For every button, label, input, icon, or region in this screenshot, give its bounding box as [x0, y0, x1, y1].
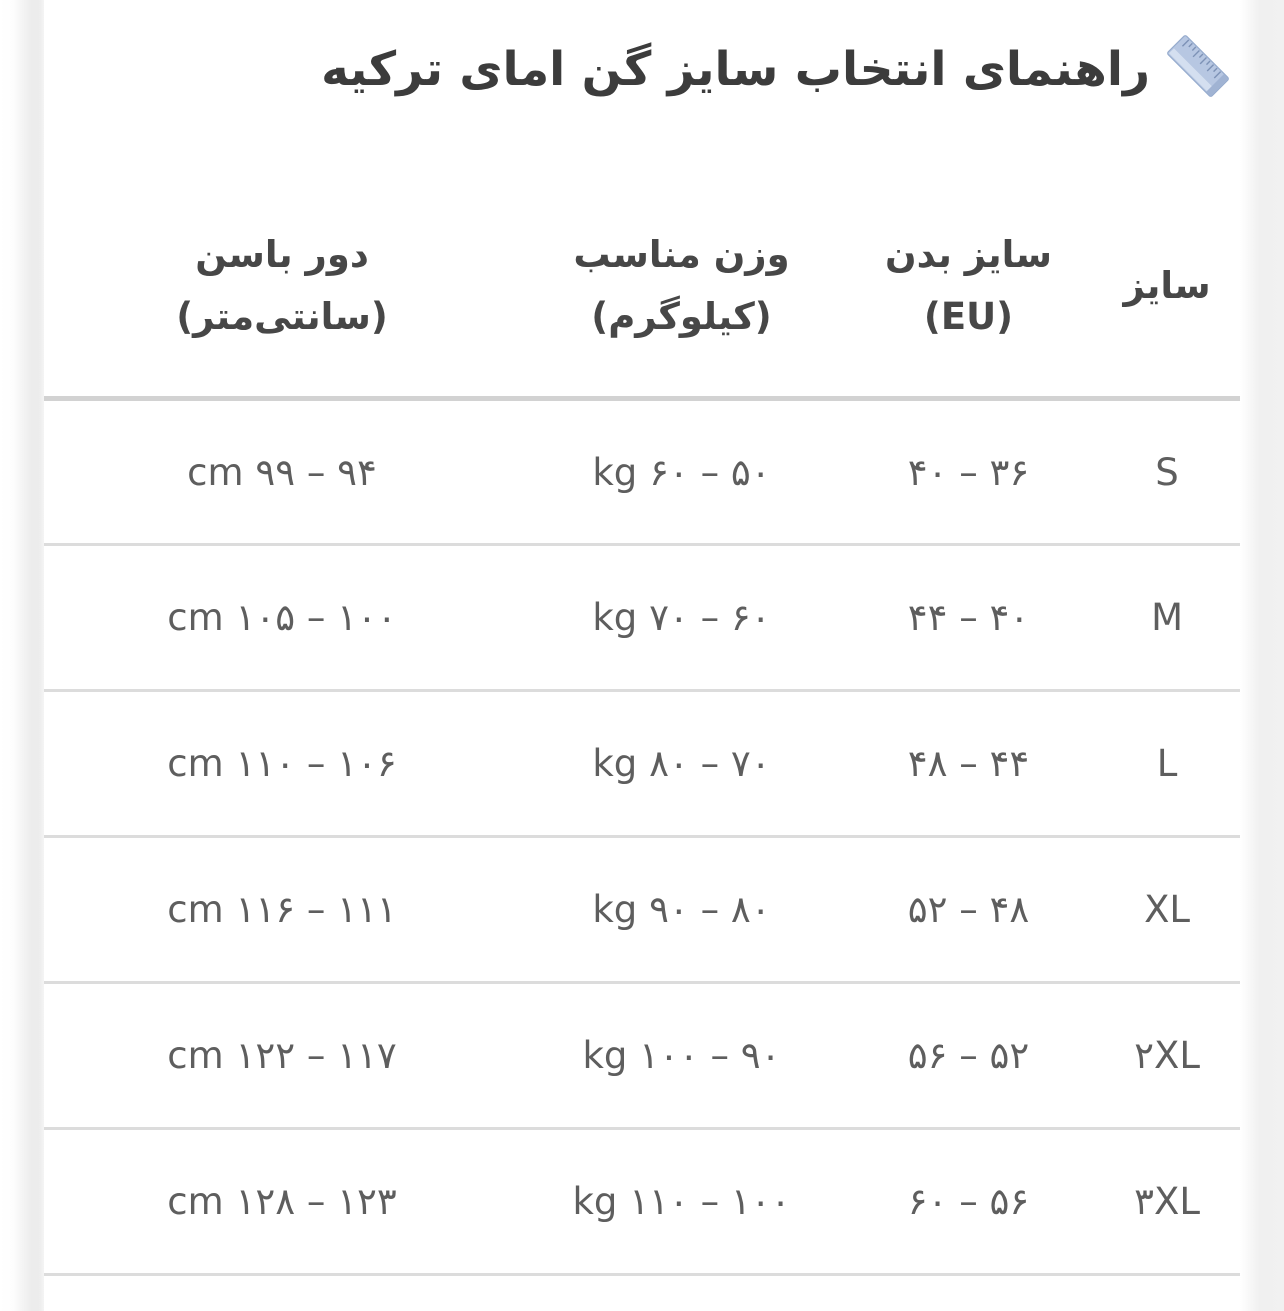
table-row: L ۴۴ – ۴۸ ۷۰ – ۸۰ kg ۱۰۶ – ۱۱۰ cm — [44, 690, 1240, 838]
size-cell: S — [1094, 398, 1240, 546]
size-cell: M — [1094, 544, 1240, 692]
hip-cell: ۱۰۶ – ۱۱۰ cm — [44, 690, 521, 838]
right-page-margin — [1240, 0, 1284, 1311]
eu-cell: ۴۴ – ۴۸ — [842, 690, 1095, 838]
table-row: ۲XL ۵۲ – ۵۶ ۹۰ – ۱۰۰ kg ۱۱۷ – ۱۲۲ cm — [44, 982, 1240, 1130]
size-cell: XL — [1094, 836, 1240, 984]
size-cell: L — [1094, 690, 1240, 838]
header-weight-label: وزن مناسب — [573, 233, 790, 276]
hip-cell: ۱۱۷ – ۱۲۲ cm — [44, 982, 521, 1130]
ruler-icon — [1166, 34, 1230, 98]
size-guide-card: راهنمای انتخاب سایز گن امای ترکیه سایز س… — [44, 0, 1240, 1311]
weight-cell: ۸۰ – ۹۰ kg — [520, 836, 843, 984]
size-cell: ۳XL — [1094, 1128, 1240, 1276]
header-weight-unit: (کیلوگرم) — [591, 295, 772, 338]
column-header-weight: وزن مناسب (کیلوگرم) — [520, 162, 843, 401]
hip-cell: ۱۰۰ – ۱۰۵ cm — [44, 544, 521, 692]
weight-cell: ۷۰ – ۸۰ kg — [520, 690, 843, 838]
table-row: S ۳۶ – ۴۰ ۵۰ – ۶۰ kg ۹۴ – ۹۹ cm — [44, 398, 1240, 546]
size-guide-table: سایز سایز بدن (EU) وزن مناسب (کیلوگرم) د… — [44, 162, 1240, 1276]
header-size-label: سایز — [1123, 264, 1211, 307]
header-hip-label: دور باسن — [195, 233, 369, 276]
eu-cell: ۴۸ – ۵۲ — [842, 836, 1095, 984]
table-row: XL ۴۸ – ۵۲ ۸۰ – ۹۰ kg ۱۱۱ – ۱۱۶ cm — [44, 836, 1240, 984]
size-guide-title-row: راهنمای انتخاب سایز گن امای ترکیه — [44, 35, 1230, 102]
page-title: راهنمای انتخاب سایز گن امای ترکیه — [321, 42, 1150, 98]
eu-cell: ۳۶ – ۴۰ — [842, 398, 1095, 546]
column-header-body-size-eu: سایز بدن (EU) — [842, 162, 1095, 401]
hip-cell: ۱۲۳ – ۱۲۸ cm — [44, 1128, 521, 1276]
header-hip-unit: (سانتی‌متر) — [176, 295, 388, 338]
weight-cell: ۱۰۰ – ۱۱۰ kg — [520, 1128, 843, 1276]
weight-cell: ۵۰ – ۶۰ kg — [520, 398, 843, 546]
column-header-hip: دور باسن (سانتی‌متر) — [44, 162, 521, 401]
hip-cell: ۱۱۱ – ۱۱۶ cm — [44, 836, 521, 984]
weight-cell: ۶۰ – ۷۰ kg — [520, 544, 843, 692]
hip-cell: ۹۴ – ۹۹ cm — [44, 398, 521, 546]
header-eu-unit: (EU) — [923, 295, 1014, 338]
size-cell: ۲XL — [1094, 982, 1240, 1130]
left-edge-shadow — [0, 0, 44, 1311]
column-header-size: سایز — [1094, 162, 1240, 401]
table-row: M ۴۰ – ۴۴ ۶۰ – ۷۰ kg ۱۰۰ – ۱۰۵ cm — [44, 544, 1240, 692]
eu-cell: ۵۲ – ۵۶ — [842, 982, 1095, 1130]
header-row: سایز سایز بدن (EU) وزن مناسب (کیلوگرم) د… — [44, 162, 1240, 401]
eu-cell: ۵۶ – ۶۰ — [842, 1128, 1095, 1276]
table-row: ۳XL ۵۶ – ۶۰ ۱۰۰ – ۱۱۰ kg ۱۲۳ – ۱۲۸ cm — [44, 1128, 1240, 1276]
header-eu-label: سایز بدن — [885, 233, 1052, 276]
eu-cell: ۴۰ – ۴۴ — [842, 544, 1095, 692]
weight-cell: ۹۰ – ۱۰۰ kg — [520, 982, 843, 1130]
